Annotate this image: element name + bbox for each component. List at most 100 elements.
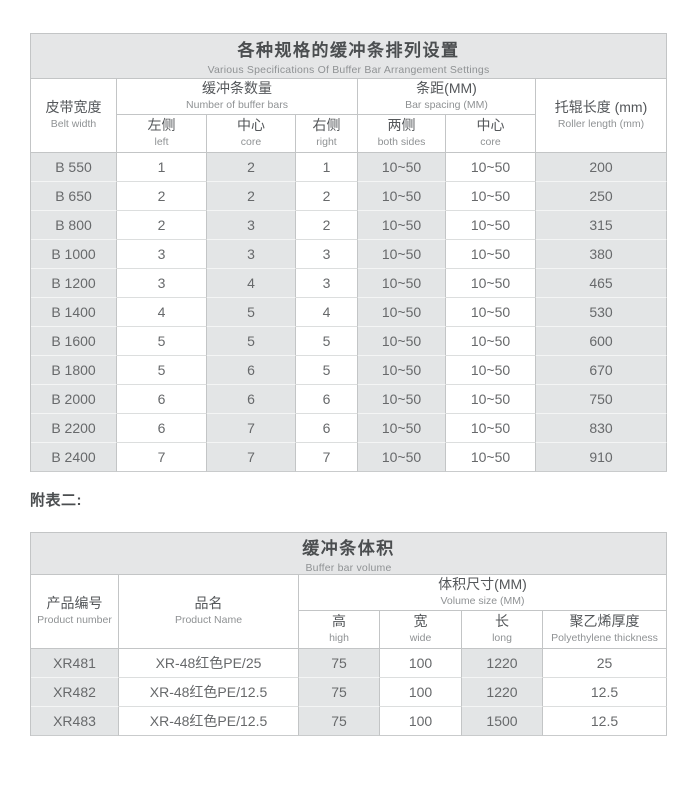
header-right-en: right bbox=[316, 135, 337, 148]
header-bar-spacing-cn: 条距(MM) bbox=[416, 80, 477, 97]
table-row: B 650 2 2 2 10~50 10~50 250 bbox=[31, 182, 667, 211]
table-cell: 1 bbox=[296, 153, 358, 182]
table-cell: 10~50 bbox=[446, 327, 536, 356]
row-label-cell: B 1000 bbox=[31, 240, 117, 269]
row-label-cell: B 1400 bbox=[31, 298, 117, 327]
table-cell: 2 bbox=[296, 211, 358, 240]
header-core-spacing-en: core bbox=[480, 135, 501, 148]
table-cell: 250 bbox=[536, 182, 667, 211]
row-label-cell: XR482 bbox=[31, 678, 119, 707]
table-row: XR482 XR-48红色PE/12.5 75 100 1220 12.5 bbox=[31, 678, 667, 707]
table-row: B 2000 6 6 6 10~50 10~50 750 bbox=[31, 385, 667, 414]
header-high-cn: 高 bbox=[332, 613, 346, 630]
table-cell: 75 bbox=[299, 649, 380, 678]
table-cell: 5 bbox=[117, 327, 207, 356]
table-cell: 10~50 bbox=[358, 385, 446, 414]
table-cell: 10~50 bbox=[446, 298, 536, 327]
header-both-sides-cn: 两侧 bbox=[387, 117, 416, 134]
header-core-count-en: core bbox=[240, 135, 262, 148]
spec-table-wrapper: 各种规格的缓冲条排列设置 Various Specifications Of B… bbox=[30, 33, 667, 472]
table-cell: 4 bbox=[117, 298, 207, 327]
header-buffer-count-cn: 缓冲条数量 bbox=[202, 80, 272, 97]
header-product-number-en: Product number bbox=[37, 613, 112, 626]
table-cell: 1 bbox=[117, 153, 207, 182]
volume-table-wrapper: 缓冲条体积 Buffer bar volume 产品编号 Product num… bbox=[30, 532, 667, 736]
table-cell: 10~50 bbox=[446, 211, 536, 240]
table-cell: 5 bbox=[296, 356, 358, 385]
table-cell: 75 bbox=[299, 707, 380, 736]
header-long-cn: 长 bbox=[495, 613, 509, 630]
table-title: 各种规格的缓冲条排列设置 Various Specifications Of B… bbox=[31, 34, 667, 79]
table-row: B 1000 3 3 3 10~50 10~50 380 bbox=[31, 240, 667, 269]
table-cell: 4 bbox=[207, 269, 296, 298]
appendix-note: 附表二: bbox=[30, 492, 82, 509]
header-core-spacing-cn: 中心 bbox=[476, 117, 505, 134]
table-cell: 10~50 bbox=[446, 269, 536, 298]
table-cell: 6 bbox=[207, 385, 296, 414]
row-label-cell: B 1200 bbox=[31, 269, 117, 298]
table-cell: 6 bbox=[207, 356, 296, 385]
table-row: B 800 2 3 2 10~50 10~50 315 bbox=[31, 211, 667, 240]
table-cell: 7 bbox=[207, 443, 296, 472]
table-cell: 750 bbox=[536, 385, 667, 414]
header-roller-length-en: Roller length (mm) bbox=[557, 117, 645, 130]
table-cell: 10~50 bbox=[446, 356, 536, 385]
table-cell: 200 bbox=[536, 153, 667, 182]
table-cell: 380 bbox=[536, 240, 667, 269]
row-label-cell: B 2200 bbox=[31, 414, 117, 443]
table-row: B 2400 7 7 7 10~50 10~50 910 bbox=[31, 443, 667, 472]
table-cell: 530 bbox=[536, 298, 667, 327]
table-row: XR481 XR-48红色PE/25 75 100 1220 25 bbox=[31, 649, 667, 678]
header-volume-size-cn: 体积尺寸(MM) bbox=[438, 576, 527, 593]
header-buffer-count: 缓冲条数量 Number of buffer bars bbox=[117, 79, 358, 115]
table-cell: 10~50 bbox=[358, 211, 446, 240]
table-row: XR483 XR-48红色PE/12.5 75 100 1500 12.5 bbox=[31, 707, 667, 736]
table-cell: 100 bbox=[380, 649, 462, 678]
table-cell: 10~50 bbox=[358, 298, 446, 327]
table-row: B 1400 4 5 4 10~50 10~50 530 bbox=[31, 298, 667, 327]
header-high: 高 high bbox=[299, 611, 380, 649]
table-cell: 2 bbox=[207, 153, 296, 182]
header-core-count-cn: 中心 bbox=[237, 117, 265, 134]
table-cell: 10~50 bbox=[358, 414, 446, 443]
header-product-name: 品名 Product Name bbox=[119, 575, 299, 649]
spec-sheet: 各种规格的缓冲条排列设置 Various Specifications Of B… bbox=[30, 33, 667, 736]
header-belt-width: 皮带宽度 Belt width bbox=[31, 79, 117, 153]
table-cell: 12.5 bbox=[543, 678, 667, 707]
header-bar-spacing-en: Bar spacing (MM) bbox=[405, 98, 488, 111]
header-high-en: high bbox=[329, 631, 349, 644]
header-pe-thickness: 聚乙烯厚度 Polyethylene thickness bbox=[543, 611, 667, 649]
header-left-en: left bbox=[154, 135, 169, 148]
table-cell: 6 bbox=[296, 414, 358, 443]
header-row-2: 左侧 left 中心 core 右侧 right 两侧 both sides 中… bbox=[31, 115, 667, 153]
table-row: B 1200 3 4 3 10~50 10~50 465 bbox=[31, 269, 667, 298]
table-cell: 12.5 bbox=[543, 707, 667, 736]
table-cell: 465 bbox=[536, 269, 667, 298]
table-title-en: Buffer bar volume bbox=[305, 561, 392, 574]
header-row-2: 高 high 宽 wide 长 long 聚乙烯厚度 Polyethylene … bbox=[31, 611, 667, 649]
table-title-row: 缓冲条体积 Buffer bar volume bbox=[31, 533, 667, 575]
header-wide: 宽 wide bbox=[380, 611, 462, 649]
header-core-spacing: 中心 core bbox=[446, 115, 536, 153]
header-right-cn: 右侧 bbox=[312, 117, 341, 134]
table-cell: 10~50 bbox=[358, 269, 446, 298]
table-row: B 2200 6 7 6 10~50 10~50 830 bbox=[31, 414, 667, 443]
row-label-cell: B 2000 bbox=[31, 385, 117, 414]
table-cell: 7 bbox=[296, 443, 358, 472]
header-product-name-cn: 品名 bbox=[194, 595, 223, 612]
table-row: B 1600 5 5 5 10~50 10~50 600 bbox=[31, 327, 667, 356]
table-cell: 3 bbox=[117, 240, 207, 269]
table-cell: 2 bbox=[296, 182, 358, 211]
table-cell: 10~50 bbox=[446, 443, 536, 472]
row-label-cell: XR483 bbox=[31, 707, 119, 736]
table-cell: 10~50 bbox=[446, 182, 536, 211]
table-cell: 10~50 bbox=[358, 182, 446, 211]
table-cell: 10~50 bbox=[358, 327, 446, 356]
table-cell: 10~50 bbox=[446, 153, 536, 182]
table-cell: 5 bbox=[117, 356, 207, 385]
table-cell: 1500 bbox=[462, 707, 543, 736]
table-title-en: Various Specifications Of Buffer Bar Arr… bbox=[207, 64, 490, 76]
header-buffer-count-en: Number of buffer bars bbox=[186, 98, 288, 111]
table-cell: 830 bbox=[536, 414, 667, 443]
table-cell: 5 bbox=[296, 327, 358, 356]
